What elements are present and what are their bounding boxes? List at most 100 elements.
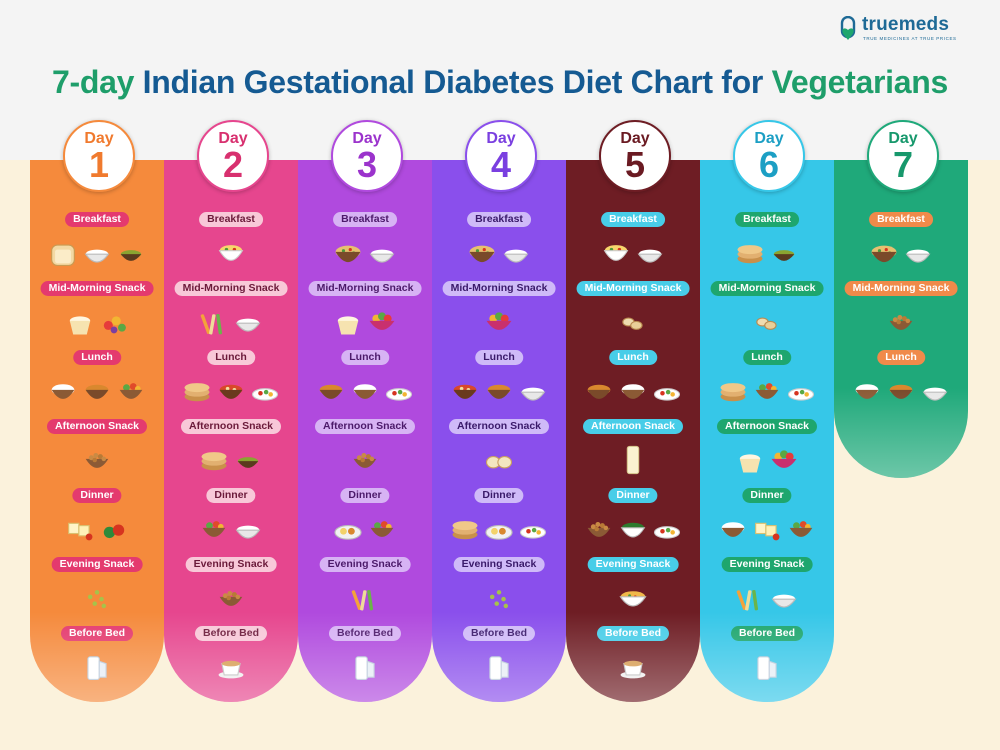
meal-label: Breakfast — [467, 212, 531, 227]
rice-bowl-icon — [353, 384, 377, 399]
food-illustration — [700, 437, 834, 481]
sprouts-icon — [489, 590, 509, 609]
bread-icon — [51, 244, 75, 267]
roasted-chana-icon — [85, 452, 109, 468]
roti-stack-icon — [184, 383, 210, 402]
curd-cup-icon — [337, 316, 359, 335]
brand-tagline: TRUE MEDICINES AT TRUE PRICES — [863, 36, 957, 41]
food-illustration — [700, 575, 834, 619]
food-illustration — [298, 368, 432, 412]
meal-label: Evening Snack — [185, 557, 277, 572]
nuts-icon — [622, 317, 643, 330]
fruit-bowl-icon — [486, 312, 512, 330]
food-illustration — [164, 299, 298, 343]
meal-label: Dinner — [742, 488, 792, 503]
meal-label: Afternoon Snack — [314, 419, 416, 434]
food-illustration — [164, 644, 298, 688]
buttermilk-glass-icon — [626, 445, 640, 475]
curd-bowl-icon — [235, 525, 261, 539]
food-illustration — [30, 299, 164, 343]
nuts-icon — [756, 317, 777, 330]
chutney-bowl-icon — [120, 250, 142, 261]
fruit-bowl-icon — [771, 450, 797, 468]
meal-label: Before Bed — [596, 626, 670, 641]
roti-stack-icon — [720, 383, 746, 402]
page-title: 7-day Indian Gestational Diabetes Diet C… — [0, 64, 1000, 101]
food-illustration — [700, 644, 834, 688]
food-illustration — [432, 644, 566, 688]
salad-plate-icon — [519, 526, 547, 539]
food-illustration — [700, 299, 834, 343]
meal-label: Afternoon Snack — [448, 419, 550, 434]
food-illustration — [30, 575, 164, 619]
day-number: 4 — [490, 144, 512, 185]
meal-label: Dinner — [474, 488, 524, 503]
curd-bowl-icon — [503, 249, 529, 263]
food-illustration — [566, 437, 700, 481]
meal-label: Dinner — [608, 488, 658, 503]
meal-label: Breakfast — [65, 212, 129, 227]
meal-label: Mid-Morning Snack — [442, 281, 556, 296]
food-illustration — [298, 506, 432, 550]
meal-label: Mid-Morning Snack — [576, 281, 690, 296]
meal-label: Evening Snack — [453, 557, 545, 572]
day-badge: Day 5 — [599, 120, 671, 192]
thali-plate-icon — [334, 525, 362, 540]
title-main: Indian Gestational Diabetes Diet Chart f… — [142, 64, 772, 100]
roasted-chana-icon — [587, 521, 611, 537]
meal-label: Before Bed — [462, 626, 536, 641]
poha-bowl-icon — [603, 245, 629, 261]
day-badge: Day 4 — [465, 120, 537, 192]
day-column-3: Day 3 Breakfast Mid-Morning Snack Lunch After… — [298, 120, 432, 702]
day-badge: Day 2 — [197, 120, 269, 192]
food-illustration — [30, 230, 164, 274]
curd-bowl-icon — [637, 249, 663, 263]
day-label: Day — [218, 130, 248, 147]
meal-label: Before Bed — [194, 626, 268, 641]
meal-label: Before Bed — [60, 626, 134, 641]
vegetable-bowl-icon — [202, 521, 226, 537]
day-number: 7 — [892, 144, 914, 185]
meal-label: Mid-Morning Snack — [40, 281, 154, 296]
brand-logo[interactable]: truemeds TRUE MEDICINES AT TRUE PRICES — [838, 12, 968, 46]
meal-label: Breakfast — [199, 212, 263, 227]
palak-bowl-icon — [620, 522, 646, 538]
meal-label: Dinner — [206, 488, 256, 503]
day-number: 5 — [624, 144, 646, 185]
food-illustration — [432, 437, 566, 481]
vegetable-bowl-icon — [370, 521, 394, 537]
fruit-bowl-icon — [369, 312, 395, 330]
roasted-chana-icon — [353, 452, 377, 468]
milk-glass-icon — [87, 656, 107, 681]
idli-icon — [485, 456, 513, 469]
meal-label: Before Bed — [328, 626, 402, 641]
meal-label: Lunch — [341, 350, 389, 365]
dal-bowl-icon — [487, 384, 511, 399]
meal-label: Evening Snack — [51, 557, 143, 572]
roti-stack-icon — [452, 521, 478, 540]
curd-bowl-icon — [922, 387, 948, 401]
curd-bowl-icon — [235, 318, 261, 332]
curd-bowl-icon — [905, 249, 931, 263]
food-illustration — [566, 506, 700, 550]
vegetable-bowl-icon — [119, 383, 143, 399]
meal-label: Afternoon Snack — [180, 419, 282, 434]
curry-bowl-icon — [219, 384, 243, 399]
salad-plate-icon — [653, 526, 681, 539]
meal-label: Lunch — [475, 350, 523, 365]
food-illustration — [30, 506, 164, 550]
day-badge: Day 7 — [867, 120, 939, 192]
curry-bowl-icon — [453, 384, 477, 399]
curd-bowl-icon — [771, 594, 797, 608]
meal-label: Lunch — [877, 350, 925, 365]
day-number: 3 — [356, 144, 378, 185]
food-illustration — [30, 368, 164, 412]
day-number: 6 — [758, 144, 780, 185]
paneer-cubes-icon — [755, 522, 780, 541]
food-illustration — [566, 299, 700, 343]
dal-bowl-icon — [319, 384, 343, 399]
food-illustration — [432, 230, 566, 274]
food-illustration — [164, 506, 298, 550]
food-illustration — [298, 299, 432, 343]
day-badge: Day 3 — [331, 120, 403, 192]
